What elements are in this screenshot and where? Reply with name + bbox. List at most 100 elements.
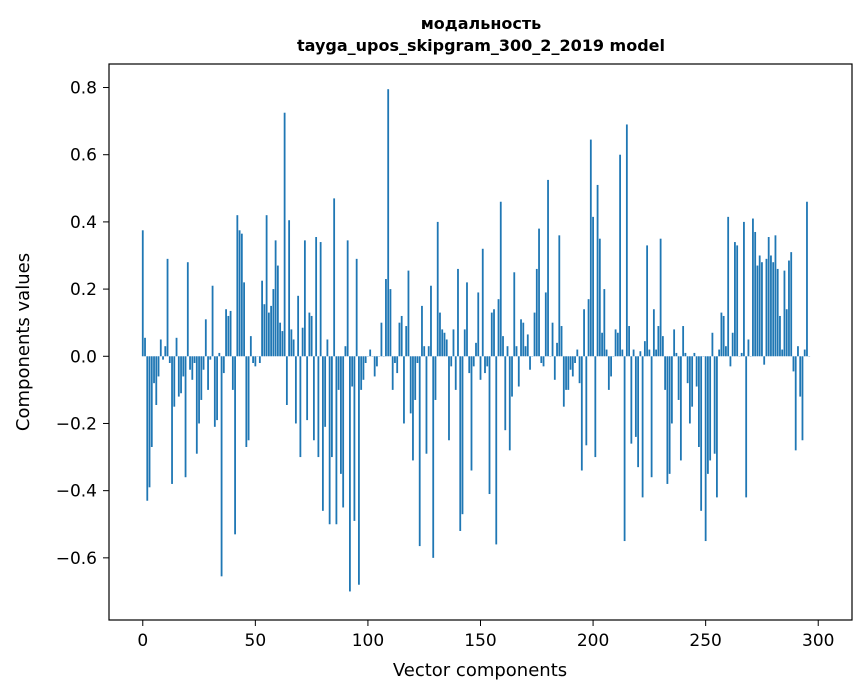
bar-89 — [342, 356, 345, 508]
bar-192 — [574, 356, 576, 363]
bar-57 — [270, 305, 273, 357]
bar-202 — [596, 184, 599, 357]
bar-214 — [623, 356, 626, 542]
bar-254 — [713, 356, 716, 454]
bar-22 — [191, 356, 194, 380]
bar-261 — [729, 356, 732, 367]
bar-93 — [351, 356, 354, 387]
bar-92 — [349, 356, 351, 592]
bar-9 — [162, 356, 164, 360]
bar-178 — [542, 356, 545, 367]
bar-150 — [479, 356, 482, 380]
bar-190 — [569, 356, 572, 370]
bar-216 — [628, 326, 630, 357]
bar-134 — [443, 332, 446, 357]
bar-44 — [240, 233, 243, 357]
bar-88 — [340, 356, 342, 474]
bar-90 — [344, 346, 347, 357]
bar-41 — [234, 356, 236, 535]
bar-223 — [643, 341, 646, 357]
bar-127 — [427, 346, 430, 357]
bar-287 — [788, 260, 790, 357]
y-tick-label: 0.8 — [70, 79, 97, 99]
bar-81 — [324, 356, 327, 427]
bar-275 — [761, 262, 763, 357]
bar-50 — [254, 356, 257, 367]
bar-197 — [585, 356, 588, 446]
bar-213 — [621, 349, 624, 357]
bar-256 — [718, 349, 721, 357]
bar-257 — [720, 312, 723, 357]
bar-28 — [204, 319, 207, 357]
bar-58 — [272, 289, 275, 357]
bar-106 — [380, 322, 383, 357]
bar-23 — [193, 356, 196, 363]
bar-166 — [515, 346, 518, 357]
x-tick-label: 300 — [802, 631, 834, 651]
bar-281 — [774, 235, 777, 357]
bar-171 — [526, 334, 529, 357]
bar-250 — [704, 356, 707, 542]
bar-292 — [799, 356, 802, 397]
bar-77 — [315, 237, 318, 357]
bar-17 — [180, 356, 182, 394]
bar-212 — [619, 154, 621, 357]
bar-52 — [258, 356, 261, 363]
bar-226 — [650, 356, 653, 478]
bar-49 — [252, 356, 254, 363]
bar-239 — [679, 356, 682, 461]
bar-110 — [389, 289, 392, 357]
bar-294 — [803, 349, 806, 357]
bar-235 — [670, 356, 673, 424]
bar-289 — [792, 356, 795, 372]
bar-38 — [227, 315, 230, 357]
bar-64 — [285, 356, 288, 405]
x-tick-label: 50 — [245, 631, 267, 651]
bar-164 — [511, 356, 513, 397]
bar-174 — [533, 312, 536, 357]
bar-86 — [335, 356, 338, 525]
bar-266 — [740, 352, 743, 357]
bar-98 — [362, 356, 365, 380]
bar-167 — [517, 356, 520, 387]
bar-240 — [682, 326, 685, 357]
bar-120 — [412, 356, 414, 461]
bar-162 — [506, 346, 509, 357]
bar-126 — [425, 356, 428, 454]
bar-231 — [661, 336, 664, 357]
bar-184 — [556, 342, 558, 357]
bar-227 — [652, 309, 655, 357]
bar-165 — [513, 272, 516, 357]
bar-187 — [562, 356, 565, 407]
bar-32 — [213, 356, 216, 427]
bar-108 — [385, 279, 387, 357]
bar-79 — [319, 242, 322, 357]
bar-215 — [625, 124, 628, 357]
y-axis-label: Components values — [13, 253, 34, 431]
bar-60 — [276, 265, 279, 357]
bar-267 — [743, 221, 745, 357]
bar-61 — [279, 322, 282, 357]
bar-228 — [655, 349, 658, 357]
bar-176 — [538, 228, 540, 357]
bar-13 — [171, 356, 173, 484]
bar-35 — [220, 356, 223, 577]
bar-139 — [454, 356, 457, 390]
bar-161 — [504, 356, 507, 431]
bar-152 — [484, 356, 486, 374]
bar-94 — [353, 356, 356, 521]
bars-group — [141, 89, 811, 592]
bar-121 — [414, 356, 417, 400]
bar-196 — [583, 309, 585, 357]
bar-242 — [686, 356, 689, 384]
bar-33 — [216, 356, 218, 421]
bar-113 — [396, 356, 399, 374]
bar-131 — [436, 221, 439, 357]
bar-128 — [430, 285, 432, 357]
bar-45 — [243, 282, 245, 357]
bar-146 — [470, 356, 473, 471]
bar-177 — [540, 356, 543, 363]
bar-87 — [337, 356, 340, 390]
bar-116 — [403, 356, 405, 424]
bar-75 — [310, 315, 313, 357]
